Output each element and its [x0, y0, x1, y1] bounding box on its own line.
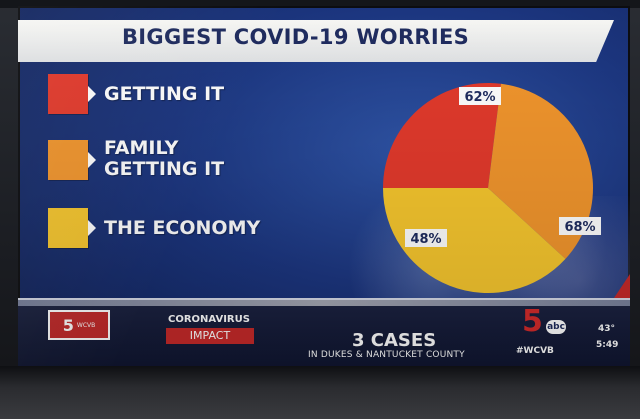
legend-arrow-icon — [88, 86, 96, 102]
station-hashtag: #WCVB — [516, 346, 554, 356]
pie-slice-family-getting-it — [488, 83, 593, 259]
pie-value-label-box — [459, 87, 501, 105]
pie-value-label: 48% — [405, 229, 447, 247]
ticker-headline: 3 CASES — [352, 330, 437, 351]
small-station-logo: 5 WCVB — [48, 310, 110, 340]
legend-label: FAMILY GETTING IT — [104, 137, 225, 180]
section-subtitle-badge: IMPACT — [166, 328, 254, 344]
legend-swatch — [48, 208, 88, 248]
station-number: 5 — [522, 304, 543, 339]
small-logo-text: WCVB — [76, 321, 96, 329]
small-logo-number: 5 — [62, 315, 74, 335]
tv-bezel — [0, 0, 640, 8]
news-ticker: 5 WCVB CORONAVIRUS IMPACT 3 CASES IN DUK… — [18, 298, 630, 366]
pie-slice-getting-it — [383, 83, 501, 188]
ticker-stripe — [18, 300, 630, 306]
title-banner — [18, 20, 614, 62]
legend-arrow-icon — [88, 152, 96, 168]
pie-value-label-box — [559, 217, 601, 235]
legend-arrow-icon — [88, 220, 96, 236]
pie-chart: 48% 62% 68% — [383, 83, 601, 293]
tv-screen: BIGGEST COVID-19 WORRIES GETTING IT FAMI… — [18, 6, 630, 366]
chart-title: BIGGEST COVID-19 WORRIES — [122, 25, 470, 49]
station-logo: 5 abc — [522, 306, 572, 346]
pie-value-label-text: 68% — [564, 220, 595, 235]
pie-value-label-text: 62% — [464, 90, 495, 105]
pie-value-label-box — [405, 229, 447, 247]
legend-label: THE ECONOMY — [104, 217, 261, 239]
legend-swatch — [48, 74, 88, 114]
ticker-subhead: IN DUKES & NANTUCKET COUNTY — [308, 350, 465, 360]
legend-label: GETTING IT — [104, 83, 225, 105]
pie-value-label: 68% — [559, 217, 601, 235]
pie-value-label: 62% — [459, 87, 501, 105]
pie-slice-the-economy — [383, 188, 566, 293]
pie-value-label-text: 48% — [410, 232, 441, 247]
network-logo: abc — [546, 320, 566, 334]
legend-swatch — [48, 140, 88, 180]
temperature-readout: 43° — [598, 324, 616, 334]
tv-stand — [0, 366, 640, 419]
section-title: CORONAVIRUS — [168, 314, 250, 325]
clock-readout: 5:49 — [596, 340, 619, 350]
